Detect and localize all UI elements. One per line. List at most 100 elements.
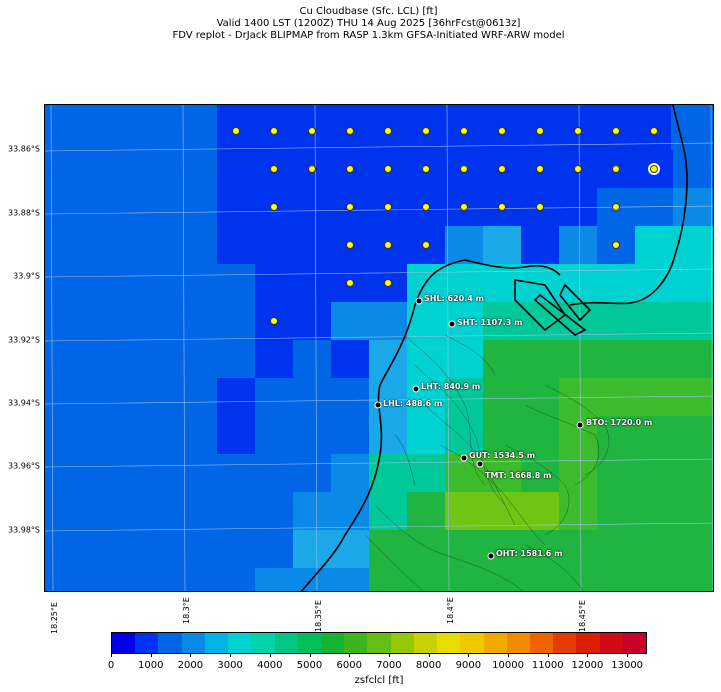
mid-blue-cell xyxy=(293,492,369,530)
yellow-marker xyxy=(612,127,620,135)
yellow-marker xyxy=(346,241,354,249)
colorbar-tick-mark xyxy=(468,654,470,657)
lightgreen-land xyxy=(445,454,521,492)
green-land xyxy=(483,340,713,378)
yellow-marker xyxy=(232,127,240,135)
yellow-marker xyxy=(574,165,582,173)
yellowgreen-land xyxy=(445,492,559,530)
mid-blue-cell xyxy=(331,302,407,340)
yellow-marker xyxy=(574,127,582,135)
lat-label: 33.9°S xyxy=(13,271,40,281)
colorbar-tick-mark xyxy=(111,654,112,657)
site-label-gut: GUT: 1534.5 m xyxy=(469,451,536,460)
colorbar-tick-label: 13000 xyxy=(611,660,644,671)
title-line-2: Valid 1400 LST (1200Z) THU 14 Aug 2025 [… xyxy=(216,18,521,29)
colorbar-tick-label: 6000 xyxy=(336,660,362,671)
colorbar-tick-mark xyxy=(547,654,549,657)
green-land xyxy=(597,416,713,492)
deep-blue-region xyxy=(217,105,671,378)
lat-label: 33.86°S xyxy=(8,144,40,154)
site-label-lhl: LHL: 488.6 m xyxy=(383,399,443,408)
yellow-marker xyxy=(384,241,392,249)
lon-label: 18.4°E xyxy=(446,597,455,624)
yellow-marker xyxy=(346,279,354,287)
colorbar-tick-mark xyxy=(230,654,232,657)
colorbar-tick-mark xyxy=(150,654,152,657)
colorbar-tick-label: 10000 xyxy=(492,660,524,671)
yellow-marker xyxy=(460,203,468,211)
lat-label: 33.88°S xyxy=(8,208,40,218)
lon-label: 18.35°E xyxy=(314,600,323,632)
colorbar-tick-label: 9000 xyxy=(455,660,482,671)
yellow-marker xyxy=(346,165,354,173)
colorbar-swatch xyxy=(320,633,345,653)
yellow-marker xyxy=(498,127,506,135)
lat-label: 33.96°S xyxy=(8,461,40,471)
yellow-marker xyxy=(270,165,278,173)
lat-label: 33.98°S xyxy=(8,525,40,535)
yellow-marker xyxy=(612,203,620,211)
colorbar-tick-mark xyxy=(190,654,192,657)
yellow-marker xyxy=(384,203,392,211)
site-marker-shl[interactable] xyxy=(415,297,423,305)
yellow-marker xyxy=(612,241,620,249)
yellow-marker xyxy=(460,165,468,173)
deep-blue-patch xyxy=(217,378,255,454)
title-line-3: FDV replot - DrJack BLIPMAP from RASP 1.… xyxy=(172,30,565,41)
yellow-marker xyxy=(270,127,278,135)
colorbar-swatch xyxy=(529,633,554,653)
colorbar-tick-label: 12000 xyxy=(571,660,604,671)
site-marker-lhl[interactable] xyxy=(374,401,382,409)
yellow-marker xyxy=(270,317,278,325)
terrain-contours xyxy=(364,334,610,591)
light-blue-strip xyxy=(369,340,407,454)
colorbar-tick-label: 2000 xyxy=(177,660,204,671)
yellow-marker xyxy=(384,127,392,135)
yellow-marker xyxy=(308,127,316,135)
lon-label: 18.3°E xyxy=(182,597,191,624)
colorbar-swatch xyxy=(181,633,205,653)
site-label-lht: LHT: 840.9 m xyxy=(421,382,481,391)
colorbar-swatch xyxy=(622,633,647,653)
colorbar-label: zsfclcl [ft] xyxy=(354,675,404,686)
colorbar-swatch xyxy=(506,633,530,653)
site-marker-gut[interactable] xyxy=(460,454,468,462)
site-marker-sht[interactable] xyxy=(448,320,456,328)
lon-label: 18.45°E xyxy=(578,600,587,632)
colorbar-swatch xyxy=(344,633,368,653)
colorbar-swatch xyxy=(158,633,182,653)
colorbar-tick-label: 11000 xyxy=(531,660,564,671)
yellow-marker xyxy=(422,241,430,249)
lat-label: 33.94°S xyxy=(8,398,40,408)
colorbar-swatch xyxy=(437,633,461,653)
colorbar-tick-mark xyxy=(428,654,430,657)
light-blue-cell xyxy=(293,530,369,568)
colorbar xyxy=(111,632,647,654)
map-canvas xyxy=(45,105,713,591)
site-marker-lht[interactable] xyxy=(412,385,420,393)
colorbar-tick-mark xyxy=(508,654,510,657)
site-marker-tmt[interactable] xyxy=(476,460,484,468)
green-land xyxy=(559,530,713,591)
colorbar-tick-label: 0 xyxy=(107,660,115,671)
site-marker-oht[interactable] xyxy=(487,552,495,560)
yellow-marker xyxy=(308,165,316,173)
site-label-tmt: TMT: 1668.8 m xyxy=(485,471,552,480)
mid-blue-cell xyxy=(673,188,713,226)
colorbar-swatch xyxy=(297,633,321,653)
green-land xyxy=(407,492,445,530)
map-panel[interactable]: SHL: 620.4 m SHT: 1107.3 m LHT: 840.9 m … xyxy=(44,104,714,592)
yellow-marker xyxy=(422,203,430,211)
site-marker-bto[interactable] xyxy=(576,421,584,429)
colorbar-tick-mark xyxy=(349,654,351,657)
colorbar-swatch xyxy=(553,633,577,653)
yellow-marker-ringed xyxy=(650,165,658,173)
yellow-marker xyxy=(536,127,544,135)
chart-title-block: Cu Cloudbase (Sfc. LCL) [ft] Valid 1400 … xyxy=(0,6,721,42)
yellow-marker xyxy=(346,127,354,135)
yellow-marker xyxy=(498,203,506,211)
colorbar-swatch xyxy=(204,633,229,653)
yellow-marker xyxy=(460,127,468,135)
colorbar-swatch xyxy=(483,633,507,653)
colorbar-tick-mark xyxy=(388,654,390,657)
